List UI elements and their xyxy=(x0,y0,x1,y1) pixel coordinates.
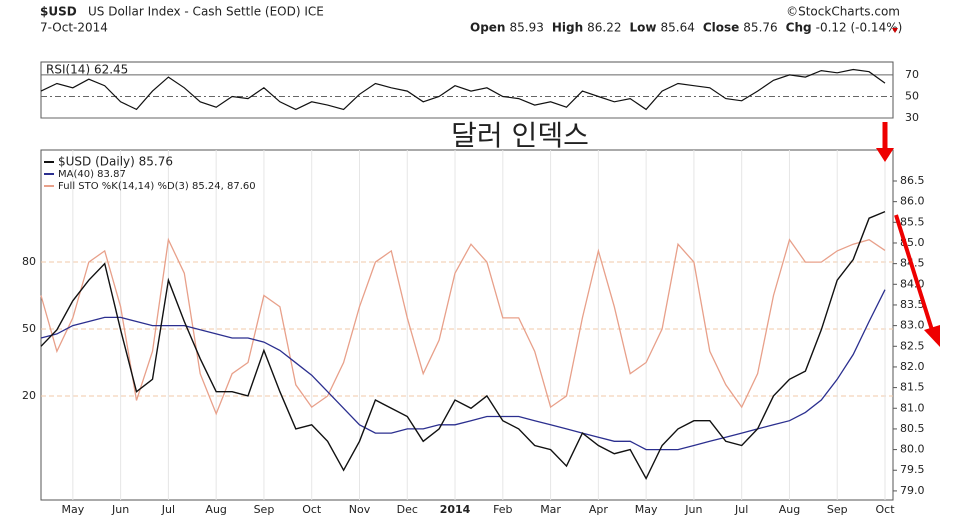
y-tick-label: 85.5 xyxy=(900,215,925,228)
y2-tick-label: 80 xyxy=(22,255,36,268)
x-tick-label: Oct xyxy=(302,503,322,516)
x-tick-label: May xyxy=(635,503,658,516)
x-tick-label: Dec xyxy=(397,503,418,516)
y-tick-label: 81.5 xyxy=(900,381,925,394)
plot: RSI(14) 62.45 30 50 70 20 50 80 79.0 79.5 80.0 80.… xyxy=(22,63,925,517)
x-tick-label: Jul xyxy=(161,503,175,516)
y-tick-label: 86.5 xyxy=(900,174,925,187)
legend-label: MA(40) 83.87 xyxy=(58,169,126,180)
x-tick-label: Jun xyxy=(684,503,702,516)
y-tick-label: 83.0 xyxy=(900,319,925,332)
legend-swatch xyxy=(44,185,54,187)
date: 7-Oct-2014 xyxy=(40,21,108,35)
x-tick-label: Apr xyxy=(589,503,609,516)
y-tick-label: 82.0 xyxy=(900,360,925,373)
rsi-title: RSI(14) 62.45 xyxy=(46,63,128,77)
index-name: US Dollar Index - Cash Settle (EOD) ICE xyxy=(88,5,324,19)
line xyxy=(40,237,886,416)
y2-tick-label: 20 xyxy=(22,389,36,402)
x-tick-label: Oct xyxy=(875,503,895,516)
x-tick-label: May xyxy=(61,503,84,516)
x-tick-label: Aug xyxy=(779,503,800,516)
y-tick-label: 80.0 xyxy=(900,443,925,456)
symbol: $USD xyxy=(40,5,77,19)
quote-value: 86.22 xyxy=(587,21,621,35)
y-tick-label: 83.5 xyxy=(900,298,925,311)
line xyxy=(40,210,886,481)
y-tick-label: 50 xyxy=(905,89,919,102)
y-tick-label: 81.0 xyxy=(900,401,925,414)
legend-label: $USD (Daily) 85.76 xyxy=(58,155,173,169)
x-tick-label: Sep xyxy=(254,503,275,516)
legend-swatch xyxy=(44,173,54,175)
y-tick-label: 79.0 xyxy=(900,484,925,497)
x-tick-label: 2014 xyxy=(440,503,471,516)
x-tick-label: Mar xyxy=(540,503,561,516)
source: ©StockCharts.com xyxy=(786,5,900,19)
red-arrows xyxy=(876,122,940,347)
change-value: -0.12 (-0.14%) xyxy=(816,21,903,35)
line xyxy=(40,289,886,451)
y-tick-label: 70 xyxy=(905,68,919,81)
y2-tick-label: 50 xyxy=(22,322,36,335)
y-tick-label: 86.0 xyxy=(900,195,925,208)
quote-value: 85.76 xyxy=(743,21,777,35)
y-tick-label: 79.5 xyxy=(900,463,925,476)
x-tick-label: Nov xyxy=(349,503,371,516)
quote: Open 85.93 High 86.22 Low 85.64 Close 85.76 Chg -… xyxy=(470,21,902,35)
x-tick-label: Aug xyxy=(205,503,226,516)
quote-label: Open xyxy=(470,21,505,35)
quote-value: 85.93 xyxy=(509,21,543,35)
x-tick-label: Jun xyxy=(111,503,129,516)
quote-label: Low xyxy=(630,21,657,35)
x-tick-label: Sep xyxy=(827,503,848,516)
annotation: 달러 인덱스 xyxy=(451,119,589,152)
y-tick-label: 80.5 xyxy=(900,422,925,435)
quote-label: High xyxy=(552,21,583,35)
quote-value: 85.64 xyxy=(660,21,694,35)
x-tick-label: Jul xyxy=(734,503,748,516)
down-marker xyxy=(892,28,898,33)
y-tick-label: 82.5 xyxy=(900,339,925,352)
change-label: Chg xyxy=(786,21,812,35)
legend-label: Full STO %K(14,14) %D(3) 85.24, 87.60 xyxy=(58,181,256,192)
x-tick-label: Feb xyxy=(493,503,512,516)
y-tick-label: 30 xyxy=(905,111,919,124)
line xyxy=(40,68,886,111)
price-panel xyxy=(40,149,894,501)
quote-label: Close xyxy=(703,21,739,35)
legend-swatch xyxy=(44,161,54,163)
